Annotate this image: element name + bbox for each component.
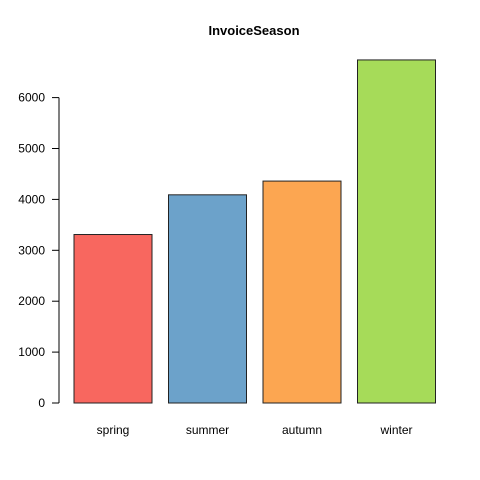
x-category-label-summer: summer	[186, 423, 229, 437]
y-tick-label: 3000	[18, 243, 45, 257]
x-category-label-winter: winter	[379, 423, 412, 437]
bar-spring	[73, 234, 153, 404]
y-tick-label: 4000	[18, 192, 45, 206]
y-tick-label: 5000	[18, 142, 45, 156]
bar-autumn	[262, 180, 342, 404]
y-tick-label: 0	[38, 396, 45, 410]
chart-title: InvoiceSeason	[208, 23, 299, 38]
x-category-label-autumn: autumn	[282, 423, 322, 437]
y-tick-label: 6000	[18, 91, 45, 105]
bar-winter	[357, 59, 436, 404]
y-tick-label: 1000	[18, 345, 45, 359]
y-tick-label: 2000	[18, 294, 45, 308]
bar-summer	[168, 194, 247, 404]
bar-series	[73, 59, 436, 404]
y-axis: 0 1000 2000 3000 4000 5000 6000	[18, 91, 60, 410]
x-category-label-spring: spring	[97, 423, 130, 437]
x-axis-labels: spring summer autumn winter	[97, 423, 413, 437]
